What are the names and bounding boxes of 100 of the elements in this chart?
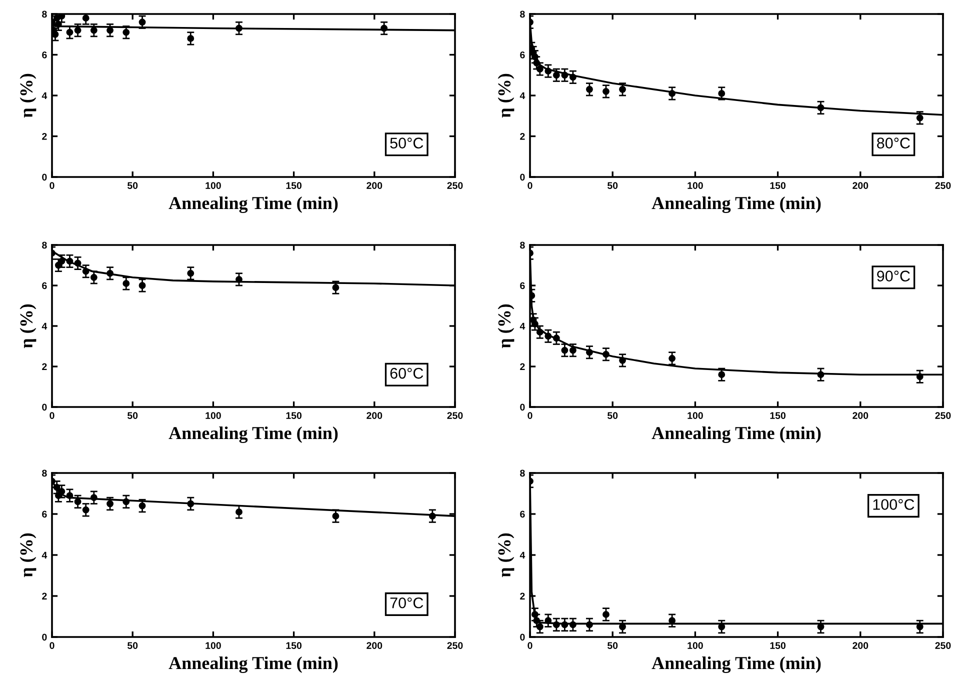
point <box>536 66 544 72</box>
point <box>82 506 90 514</box>
point <box>552 72 560 79</box>
y-tick-label: 6 <box>42 51 47 58</box>
y-axis-title: η (%) <box>20 74 36 118</box>
x-tick-label: 250 <box>447 412 463 419</box>
x-tick-label: 50 <box>607 182 618 189</box>
point <box>380 24 388 32</box>
point <box>106 26 114 34</box>
annotation: 60°C <box>390 368 424 379</box>
point <box>817 104 824 112</box>
y-tick-label: 4 <box>520 552 526 559</box>
point <box>602 350 610 358</box>
point <box>668 90 676 97</box>
y-tick-label: 0 <box>42 404 47 411</box>
point <box>916 373 924 380</box>
point <box>602 610 610 618</box>
annotation: 80°C <box>877 138 910 148</box>
x-tick-label: 150 <box>286 412 302 419</box>
point <box>66 28 74 36</box>
x-tick-label: 200 <box>852 182 868 189</box>
point <box>619 86 626 93</box>
point <box>106 500 114 508</box>
point <box>236 508 242 516</box>
y-tick-label: 6 <box>520 510 525 518</box>
annotation: 70°C <box>390 597 424 608</box>
y-tick-label: 0 <box>42 634 47 641</box>
point <box>718 371 726 378</box>
y-tick-label: 4 <box>42 552 48 559</box>
x-tick-label: 200 <box>852 642 868 649</box>
y-tick-label: 8 <box>520 242 525 249</box>
annotation: 100°C <box>873 499 914 510</box>
point <box>74 26 82 34</box>
point <box>561 346 568 354</box>
y-axis-title: η (%) <box>498 533 514 578</box>
point <box>586 348 593 356</box>
point <box>569 621 576 628</box>
point <box>586 86 593 93</box>
point <box>74 260 82 267</box>
x-axis-title: Annealing Time (min) <box>652 196 821 213</box>
point <box>718 90 726 97</box>
x-tick-label: 100 <box>688 412 703 419</box>
point <box>82 268 90 275</box>
x-tick-label: 100 <box>206 412 221 419</box>
y-tick-label: 4 <box>42 92 48 100</box>
y-tick-label: 2 <box>42 363 47 370</box>
point <box>552 621 560 628</box>
x-tick-label: 50 <box>607 412 618 419</box>
point <box>58 14 66 20</box>
point <box>569 346 576 354</box>
x-tick-label: 100 <box>206 642 221 649</box>
x-tick-label: 50 <box>127 412 138 419</box>
point <box>536 328 544 336</box>
x-tick-label: 50 <box>127 642 138 649</box>
point <box>561 72 568 79</box>
x-tick-label: 200 <box>366 642 382 649</box>
point <box>66 492 74 500</box>
point <box>332 512 340 520</box>
y-tick-label: 8 <box>520 10 525 18</box>
y-axis-title: η (%) <box>20 533 36 578</box>
point <box>138 282 146 289</box>
point <box>916 114 924 122</box>
point <box>53 484 60 491</box>
x-axis-title: Annealing Time (min) <box>168 426 338 443</box>
y-tick-label: 2 <box>520 592 525 600</box>
x-tick-label: 0 <box>50 642 54 649</box>
point <box>122 280 130 287</box>
point <box>236 276 242 283</box>
point <box>602 88 610 95</box>
point <box>544 332 552 340</box>
point <box>561 621 568 628</box>
x-tick-label: 50 <box>607 642 618 649</box>
x-tick-label: 150 <box>286 182 302 189</box>
point <box>82 14 90 22</box>
x-tick-label: 0 <box>50 412 54 419</box>
point <box>428 512 436 520</box>
point <box>138 18 146 26</box>
x-tick-label: 150 <box>770 642 786 649</box>
x-tick-label: 150 <box>770 182 786 189</box>
y-tick-label: 8 <box>42 242 47 249</box>
y-tick-label: 6 <box>520 282 525 290</box>
x-tick-label: 200 <box>366 412 382 419</box>
x-tick-label: 250 <box>447 642 463 649</box>
point <box>138 502 146 510</box>
x-tick-label: 150 <box>286 642 302 649</box>
x-tick-label: 100 <box>688 182 703 189</box>
annotation: 90°C <box>877 270 910 282</box>
y-tick-label: 2 <box>520 132 525 140</box>
y-tick-label: 6 <box>520 51 525 58</box>
y-tick-label: 8 <box>42 10 47 18</box>
point <box>54 20 62 28</box>
y-tick-label: 4 <box>520 322 526 330</box>
y-tick-label: 0 <box>520 634 525 641</box>
y-tick-label: 6 <box>42 510 47 518</box>
x-tick-label: 250 <box>447 182 463 189</box>
point <box>90 26 98 34</box>
y-axis-title: η (%) <box>498 304 514 348</box>
point <box>552 334 560 342</box>
x-axis-title: Annealing Time (min) <box>652 656 821 673</box>
y-tick-label: 4 <box>42 322 48 330</box>
